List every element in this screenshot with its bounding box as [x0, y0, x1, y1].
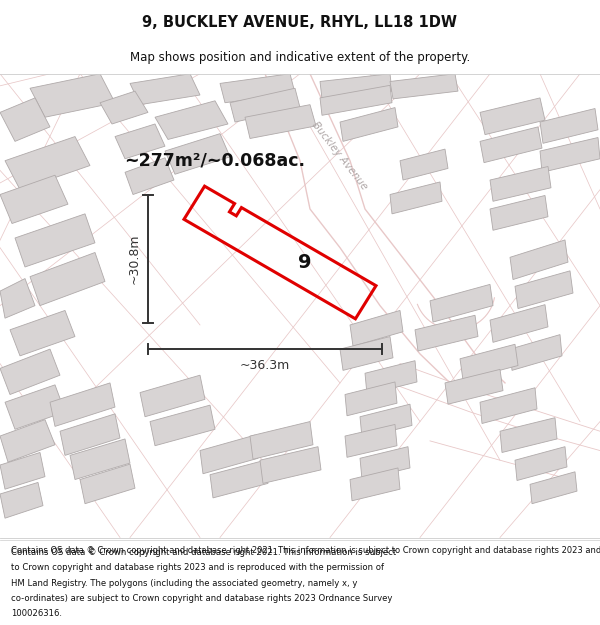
- Polygon shape: [490, 196, 548, 230]
- Text: HM Land Registry. The polygons (including the associated geometry, namely x, y: HM Land Registry. The polygons (includin…: [11, 579, 357, 587]
- Polygon shape: [155, 101, 228, 139]
- Polygon shape: [360, 447, 410, 479]
- Polygon shape: [30, 253, 105, 306]
- Polygon shape: [245, 104, 316, 139]
- Polygon shape: [5, 136, 90, 190]
- Polygon shape: [0, 419, 55, 462]
- Polygon shape: [260, 447, 321, 483]
- Polygon shape: [15, 214, 95, 267]
- Polygon shape: [0, 452, 45, 489]
- Polygon shape: [140, 375, 205, 417]
- Polygon shape: [350, 311, 403, 346]
- Polygon shape: [445, 369, 503, 404]
- Polygon shape: [480, 388, 537, 424]
- Polygon shape: [490, 166, 551, 201]
- Polygon shape: [0, 98, 50, 141]
- Polygon shape: [480, 98, 545, 134]
- Polygon shape: [165, 134, 230, 174]
- Polygon shape: [345, 424, 397, 458]
- Text: to Crown copyright and database rights 2023 and is reproduced with the permissio: to Crown copyright and database rights 2…: [11, 563, 384, 572]
- Polygon shape: [250, 421, 313, 459]
- Polygon shape: [350, 468, 400, 501]
- Polygon shape: [150, 405, 215, 446]
- Polygon shape: [115, 124, 165, 159]
- Text: 9: 9: [298, 253, 312, 272]
- Polygon shape: [460, 344, 518, 380]
- Polygon shape: [500, 418, 557, 452]
- Text: co-ordinates) are subject to Crown copyright and database rights 2023 Ordnance S: co-ordinates) are subject to Crown copyr…: [11, 594, 392, 603]
- Polygon shape: [480, 127, 542, 162]
- Polygon shape: [320, 86, 392, 115]
- Text: 100026316.: 100026316.: [11, 609, 62, 618]
- Polygon shape: [320, 74, 392, 99]
- Text: Contains OS data © Crown copyright and database right 2021. This information is : Contains OS data © Crown copyright and d…: [11, 548, 396, 557]
- Polygon shape: [510, 240, 568, 279]
- Polygon shape: [540, 138, 600, 172]
- Text: ~277m²/~0.068ac.: ~277m²/~0.068ac.: [125, 152, 305, 170]
- Text: Contains OS data © Crown copyright and database right 2021. This information is : Contains OS data © Crown copyright and d…: [11, 546, 600, 555]
- Polygon shape: [390, 182, 442, 214]
- Polygon shape: [515, 271, 573, 309]
- Polygon shape: [125, 158, 174, 194]
- Polygon shape: [390, 74, 458, 99]
- Polygon shape: [530, 472, 577, 504]
- Polygon shape: [540, 109, 598, 143]
- Polygon shape: [220, 74, 295, 102]
- Polygon shape: [340, 107, 398, 141]
- Polygon shape: [0, 279, 35, 318]
- Polygon shape: [60, 414, 120, 456]
- Polygon shape: [80, 464, 135, 504]
- Polygon shape: [415, 315, 478, 351]
- Polygon shape: [100, 91, 148, 124]
- Polygon shape: [70, 439, 130, 479]
- Polygon shape: [360, 404, 412, 438]
- Polygon shape: [345, 382, 397, 416]
- Polygon shape: [490, 304, 548, 343]
- Text: Buckley Avenue: Buckley Avenue: [310, 120, 370, 192]
- Polygon shape: [430, 284, 493, 322]
- Polygon shape: [340, 336, 393, 371]
- Polygon shape: [10, 311, 75, 356]
- Text: 9, BUCKLEY AVENUE, RHYL, LL18 1DW: 9, BUCKLEY AVENUE, RHYL, LL18 1DW: [143, 14, 458, 29]
- Polygon shape: [0, 349, 60, 394]
- Polygon shape: [200, 435, 258, 474]
- Polygon shape: [30, 74, 115, 118]
- Polygon shape: [0, 175, 68, 224]
- Polygon shape: [510, 334, 562, 371]
- Polygon shape: [130, 74, 200, 104]
- Text: ~36.3m: ~36.3m: [240, 359, 290, 372]
- Polygon shape: [210, 460, 268, 498]
- Polygon shape: [5, 385, 65, 429]
- Text: Map shows position and indicative extent of the property.: Map shows position and indicative extent…: [130, 51, 470, 64]
- Polygon shape: [515, 447, 567, 481]
- Text: ~30.8m: ~30.8m: [128, 234, 140, 284]
- Polygon shape: [230, 88, 300, 122]
- Polygon shape: [365, 361, 417, 394]
- Polygon shape: [400, 149, 448, 180]
- Polygon shape: [50, 383, 115, 426]
- Polygon shape: [0, 482, 43, 518]
